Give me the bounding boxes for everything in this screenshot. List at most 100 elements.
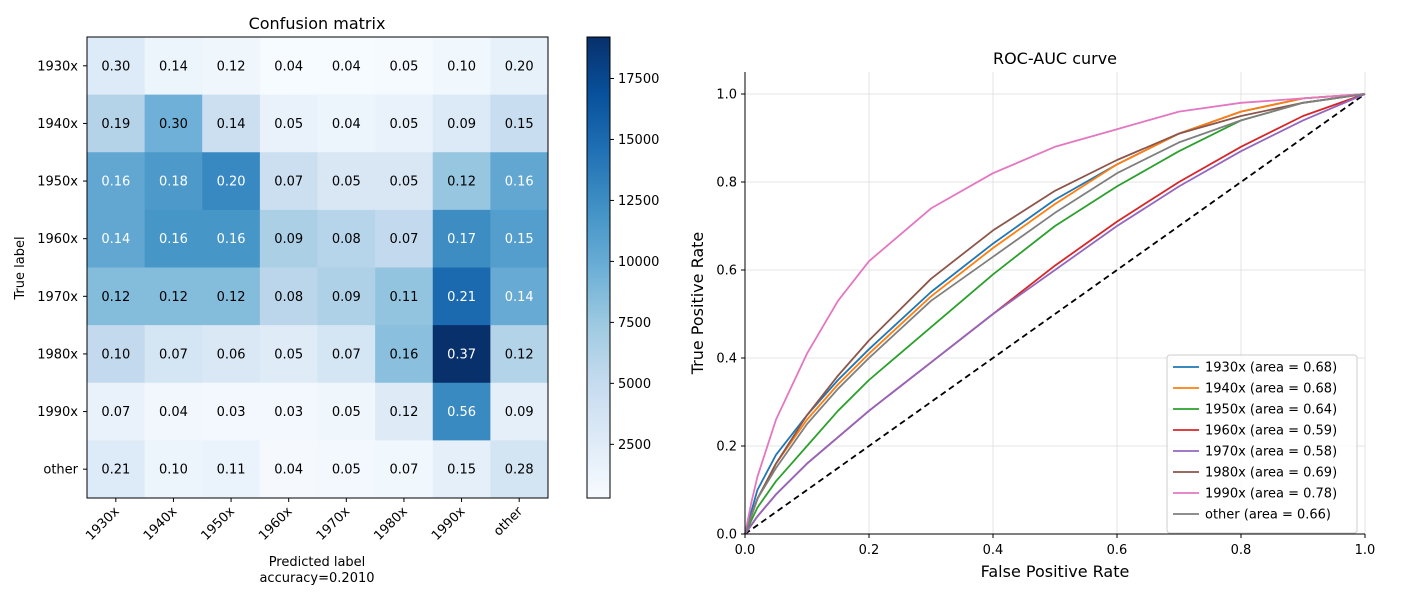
heatmap-cell-value: 0.10 bbox=[447, 59, 476, 74]
heatmap-cell bbox=[87, 382, 146, 441]
heatmap-cell-value: 0.07 bbox=[101, 405, 130, 420]
heatmap-cell bbox=[87, 267, 146, 326]
heatmap-cell bbox=[375, 37, 434, 96]
x-tick-label: 0.2 bbox=[859, 543, 880, 558]
y-tick-label: 1980x bbox=[37, 347, 78, 362]
heatmap-cell-value: 0.14 bbox=[217, 117, 246, 132]
y-tick-label: 1930x bbox=[37, 59, 78, 74]
heatmap-cell bbox=[375, 209, 434, 268]
heatmap-cell bbox=[87, 440, 146, 499]
heatmap-cell-value: 0.05 bbox=[274, 347, 303, 362]
heatmap-cell-value: 0.16 bbox=[101, 175, 130, 190]
colorbar bbox=[586, 36, 611, 499]
heatmap-cell bbox=[490, 267, 549, 326]
heatmap-cell-value: 0.18 bbox=[159, 175, 188, 190]
heatmap-cell-value: 0.08 bbox=[332, 232, 361, 247]
x-tick-label: 0.4 bbox=[983, 543, 1004, 558]
heatmap-cell-value: 0.09 bbox=[505, 405, 534, 420]
heatmap-cell bbox=[144, 94, 203, 153]
heatmap-cell bbox=[375, 440, 434, 499]
heatmap-cell-value: 0.12 bbox=[505, 347, 534, 362]
heatmap-cell bbox=[375, 94, 434, 153]
heatmap-cell-value: 0.56 bbox=[447, 405, 476, 420]
confusion-matrix-title: Confusion matrix bbox=[249, 14, 386, 33]
heatmap-cell-value: 0.08 bbox=[274, 290, 303, 305]
heatmap-cell-value: 0.15 bbox=[505, 232, 534, 247]
heatmap-cell bbox=[375, 325, 434, 384]
heatmap-cell-value: 0.07 bbox=[332, 347, 361, 362]
y-tick-label: 0.4 bbox=[716, 352, 737, 367]
heatmap-cell-value: 0.28 bbox=[505, 463, 534, 478]
heatmap-cell-value: 0.21 bbox=[101, 463, 130, 478]
heatmap-cell-value: 0.03 bbox=[274, 405, 303, 420]
y-tick-label: 0.8 bbox=[716, 176, 737, 191]
reference-diagonal-line bbox=[744, 93, 1366, 535]
colorbar-tick-label: 2500 bbox=[618, 438, 651, 453]
heatmap-cell-value: 0.15 bbox=[447, 463, 476, 478]
heatmap-cell-value: 0.04 bbox=[274, 59, 303, 74]
heatmap-cell bbox=[317, 94, 376, 153]
heatmap-cell bbox=[87, 325, 146, 384]
heatmap-cell bbox=[317, 209, 376, 268]
heatmap-cell-value: 0.04 bbox=[332, 59, 361, 74]
roc-x-ticks: 0.0 0.2 0.4 0.6 0.8 1.0 bbox=[735, 534, 1375, 558]
heatmap-cell-value: 0.20 bbox=[217, 175, 246, 190]
heatmap-cell bbox=[432, 94, 491, 153]
heatmap-cell bbox=[259, 267, 318, 326]
heatmap-cell bbox=[375, 267, 434, 326]
heatmap-cell bbox=[375, 382, 434, 441]
heatmap-cell-value: 0.16 bbox=[217, 232, 246, 247]
heatmap-cell bbox=[259, 325, 318, 384]
legend-entry: other (area = 0.66) bbox=[1205, 508, 1331, 523]
heatmap-cell-value: 0.05 bbox=[389, 175, 418, 190]
confusion-matrix-y-ticks: 1930x 1940x 1950x 1960x 1970x 1980x 1990x other bbox=[37, 59, 87, 478]
heatmap-cell bbox=[432, 209, 491, 268]
y-tick-label: 1.0 bbox=[716, 88, 737, 103]
heatmap-cell-value: 0.12 bbox=[159, 290, 188, 305]
heatmap-cell bbox=[432, 37, 491, 96]
confusion-matrix-y-axis-title: True label bbox=[13, 236, 28, 300]
legend-entry: 1970x (area = 0.58) bbox=[1205, 445, 1337, 460]
heatmap-cell bbox=[317, 440, 376, 499]
heatmap-cell-value: 0.05 bbox=[274, 117, 303, 132]
heatmap-cell bbox=[87, 94, 146, 153]
heatmap-cell bbox=[202, 152, 261, 211]
heatmap-cell-value: 0.12 bbox=[389, 405, 418, 420]
heatmap-cell-value: 0.30 bbox=[159, 117, 188, 132]
colorbar-tick-label: 17500 bbox=[618, 72, 659, 87]
roc-series-line bbox=[744, 93, 1366, 535]
legend-box bbox=[1166, 354, 1358, 534]
heatmap-cell bbox=[87, 37, 146, 96]
legend-entry: 1960x (area = 0.59) bbox=[1205, 424, 1337, 439]
roc-series-line bbox=[744, 93, 1366, 535]
heatmap-cell bbox=[259, 440, 318, 499]
heatmap-cell-value: 0.10 bbox=[159, 463, 188, 478]
roc-series-line bbox=[744, 93, 1366, 535]
heatmap-cell-value: 0.10 bbox=[101, 347, 130, 362]
heatmap-cell-value: 0.11 bbox=[389, 290, 418, 305]
heatmap-cell-value: 0.12 bbox=[101, 290, 130, 305]
roc-y-ticks: 0.0 0.2 0.4 0.6 0.8 1.0 bbox=[716, 88, 745, 543]
legend-entry: 1930x (area = 0.68) bbox=[1205, 361, 1337, 376]
heatmap-cell-value: 0.30 bbox=[101, 59, 130, 74]
heatmap-cell-value: 0.14 bbox=[505, 290, 534, 305]
roc-x-axis-title: False Positive Rate bbox=[981, 562, 1130, 581]
legend-entry: 1990x (area = 0.78) bbox=[1205, 487, 1337, 502]
heatmap-cell-value: 0.05 bbox=[389, 59, 418, 74]
heatmap-cell bbox=[144, 325, 203, 384]
colorbar-tick-label: 12500 bbox=[618, 194, 659, 209]
heatmap-cell bbox=[317, 382, 376, 441]
y-tick-label: 1990x bbox=[37, 405, 78, 420]
heatmap-cell bbox=[490, 440, 549, 499]
heatmap-cell bbox=[259, 152, 318, 211]
confusion-matrix-frame bbox=[86, 36, 549, 499]
colorbar-tick-label: 15000 bbox=[618, 133, 659, 148]
heatmap-cell-value: 0.03 bbox=[217, 405, 246, 420]
heatmap-cell bbox=[259, 94, 318, 153]
heatmap-cell bbox=[87, 152, 146, 211]
heatmap-cell bbox=[317, 152, 376, 211]
heatmap-cell-value: 0.04 bbox=[332, 117, 361, 132]
colorbar-ticks: 2500 5000 7500 10000 12500 15000 17500 bbox=[610, 72, 659, 453]
heatmap-cell bbox=[144, 382, 203, 441]
heatmap-cell-value: 0.09 bbox=[447, 117, 476, 132]
